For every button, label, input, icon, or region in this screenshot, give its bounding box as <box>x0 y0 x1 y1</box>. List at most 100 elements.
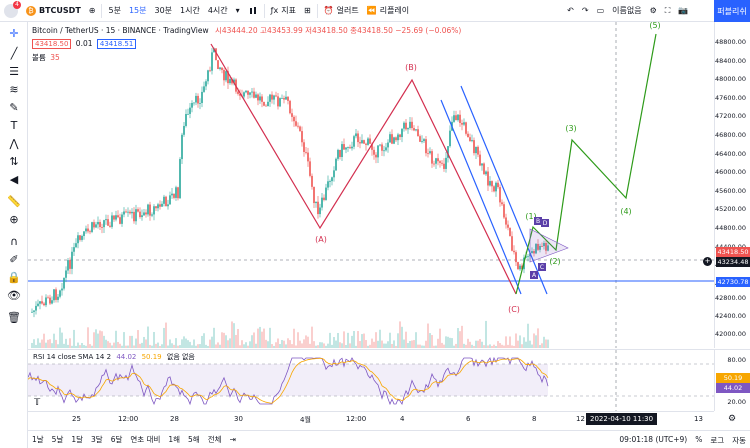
candle-body <box>279 98 281 107</box>
range-1m[interactable]: 1달 <box>71 435 84 444</box>
volume-bar <box>513 345 515 348</box>
volume-bar <box>103 335 105 348</box>
fib-icon[interactable]: ≋ <box>9 82 19 96</box>
range-1d[interactable]: 1날 <box>32 435 44 444</box>
auto-toggle[interactable]: 자동 <box>732 436 746 445</box>
spread-value: 0.01 <box>75 39 93 48</box>
fullscreen-icon[interactable]: ⛶ <box>664 5 671 15</box>
replay-button[interactable]: ⏪ 리플레이 <box>363 0 413 22</box>
layout-name-button[interactable]: 이름없음 <box>608 0 645 22</box>
rsi-axis[interactable]: 80.00 50.19 44.02 20.00 <box>714 349 750 411</box>
chart-settings-icon[interactable]: ⚙ <box>728 414 737 424</box>
avatar[interactable]: 4 <box>0 0 22 22</box>
price-axis[interactable]: 48800.00 48400.00 48000.00 47600.00 47200.00… <box>714 22 750 348</box>
candle-body <box>435 158 437 164</box>
pattern-icon[interactable]: ⋀ <box>9 136 19 150</box>
back-arrow-icon[interactable]: ◀ <box>9 172 19 186</box>
range-all[interactable]: 전체 <box>207 435 222 444</box>
indicators-button[interactable]: ƒx 지표 <box>267 0 300 22</box>
horizontal-lines-icon[interactable]: ☰ <box>9 64 19 78</box>
volume-bar <box>201 335 203 348</box>
candle-body <box>167 204 169 207</box>
volume-bar <box>379 329 381 348</box>
layout-icon[interactable]: ▭ <box>596 6 605 15</box>
interval-15m[interactable]: 15분 <box>128 6 147 15</box>
volume-bar <box>31 342 33 348</box>
candle-body <box>547 245 549 251</box>
main-chart[interactable]: (A) (B) (C) (1) (2) (3) (4) (5) A B C D <box>28 22 714 348</box>
range-1y[interactable]: 1해 <box>168 435 181 444</box>
time-label: 12 <box>576 415 585 423</box>
candle-body <box>229 78 231 84</box>
crosshair-icon[interactable]: ✛ <box>9 26 19 40</box>
volume-bar <box>249 341 251 348</box>
lock-icon[interactable]: 🔒 <box>7 270 21 284</box>
add-symbol-icon[interactable]: ⊕ <box>88 6 96 15</box>
redo-icon[interactable]: ↷ <box>581 6 589 15</box>
rsi-tag-2: 44.02 <box>716 383 750 393</box>
volume-bar <box>377 340 379 348</box>
volume-bar <box>47 339 49 348</box>
interval-5m[interactable]: 5분 <box>108 6 121 15</box>
mini-wave-box <box>530 271 538 279</box>
interval-4h[interactable]: 4시간 <box>207 6 228 15</box>
volume-bar <box>453 345 455 348</box>
interval-1h[interactable]: 1시간 <box>180 6 200 15</box>
publish-button[interactable]: 퍼블리쉬 <box>714 0 750 22</box>
candle-body <box>225 71 227 81</box>
undo-icon[interactable]: ↶ <box>567 6 574 15</box>
zoom-in-icon[interactable]: ⊕ <box>9 212 19 226</box>
volume-bar <box>485 320 487 348</box>
candle-body <box>507 224 509 228</box>
log-toggle[interactable]: 로그 <box>710 436 725 445</box>
clock[interactable]: 09:01:18 (UTC+9) <box>619 435 688 444</box>
prediction-icon[interactable]: ⇅ <box>9 154 19 168</box>
trend-line-icon[interactable]: ╱ <box>10 46 18 60</box>
buy-price-box[interactable]: 43418.51 <box>96 39 137 49</box>
volume-bar <box>63 343 65 348</box>
percent-toggle[interactable]: % <box>695 435 703 444</box>
date-range-icon[interactable]: ⇥ <box>229 435 236 444</box>
volume-bar <box>479 339 481 348</box>
candle-body <box>445 157 447 169</box>
templates-icon[interactable]: ⊞ <box>303 6 311 15</box>
interval-dropdown-icon[interactable]: ▾ <box>235 6 240 15</box>
range-ytd[interactable]: 연초 대비 <box>130 435 161 444</box>
ruler-icon[interactable]: 📏 <box>7 194 21 208</box>
candle-body <box>369 138 371 144</box>
interval-30m[interactable]: 30분 <box>154 6 173 15</box>
range-5d[interactable]: 5날 <box>51 435 64 444</box>
volume-bar <box>135 338 137 348</box>
candle-body <box>99 221 101 228</box>
alert-button[interactable]: ⏰ 얼러트 <box>320 0 363 22</box>
eye-icon[interactable]: 👁 <box>7 288 21 302</box>
volume-bar <box>443 344 445 348</box>
chart-type-icon[interactable] <box>244 0 262 22</box>
range-5y[interactable]: 5해 <box>188 435 200 444</box>
volume-bar <box>55 339 57 348</box>
range-6m[interactable]: 6달 <box>110 435 123 444</box>
volume-bar <box>33 339 35 348</box>
volume-bar <box>329 332 331 348</box>
volume-bar <box>51 343 53 348</box>
magnet-icon[interactable]: ∩ <box>9 234 19 248</box>
candle-body <box>489 181 491 186</box>
sell-price-box[interactable]: 43418.50 <box>32 39 72 49</box>
time-axis[interactable]: 25 12:00 28 30 4월 12:00 4 6 8 12 13 2022… <box>28 411 714 426</box>
mini-wave-label: B <box>536 218 540 225</box>
candle-body <box>477 146 479 155</box>
crosshair-plus-icon[interactable]: + <box>703 257 712 266</box>
camera-icon[interactable]: 📷 <box>678 6 689 15</box>
rsi-pane[interactable] <box>28 349 714 411</box>
range-3m[interactable]: 3달 <box>91 435 103 444</box>
brush-icon[interactable]: ✎ <box>9 100 19 114</box>
symbol-search[interactable]: ₿ BTCUSDT <box>22 0 85 22</box>
candle-body <box>385 147 387 151</box>
volume-bar <box>217 342 219 348</box>
stay-drawing-icon[interactable]: ✐ <box>9 252 19 266</box>
volume-bar <box>417 344 419 348</box>
text-icon[interactable]: T <box>10 118 18 132</box>
trash-icon[interactable]: 🗑 <box>7 310 21 324</box>
volume-bar <box>491 345 493 348</box>
settings-icon[interactable]: ⚙ <box>649 6 657 15</box>
